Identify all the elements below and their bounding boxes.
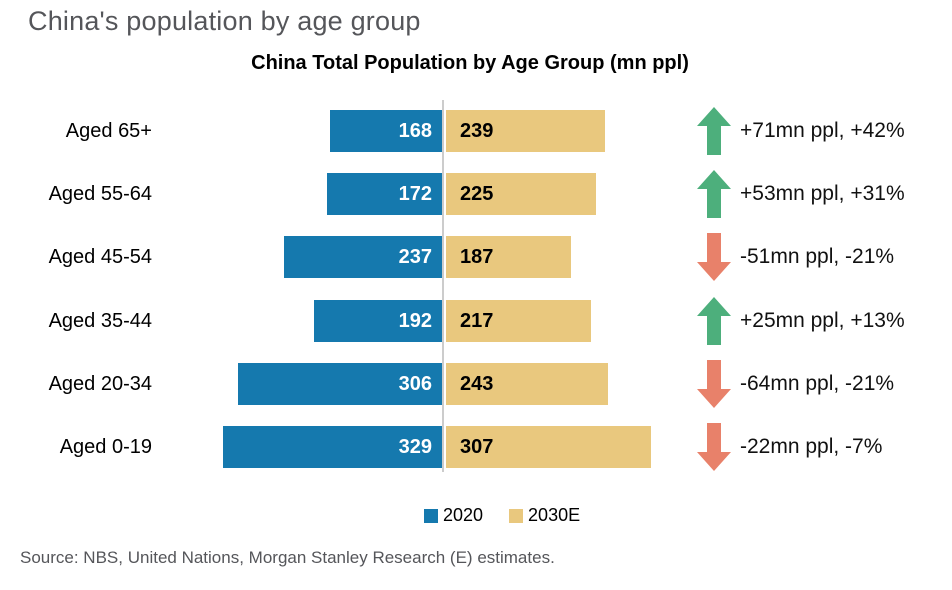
bar-2020: 192	[314, 300, 442, 342]
change-arrow-icon	[697, 170, 731, 218]
chart-row: Aged 45-54 237 187 -51mn ppl, -21%	[0, 233, 952, 281]
bar-2020: 172	[327, 173, 442, 215]
change-label: -64mn ppl, -21%	[740, 372, 895, 395]
category-label: Aged 65+	[65, 120, 152, 142]
legend-swatch-2030-icon	[509, 508, 524, 523]
chart-row: Aged 35-44 192 217 +25mn ppl, +13%	[0, 297, 952, 345]
change-arrow-icon	[697, 233, 731, 281]
source-note: Source: NBS, United Nations, Morgan Stan…	[20, 548, 555, 567]
bar-2020: 306	[238, 363, 442, 405]
chart-title: China Total Population by Age Group (mn …	[251, 52, 689, 74]
chart-row: Aged 65+ 168 239 +71mn ppl, +42%	[0, 107, 952, 155]
bar-2030: 217	[446, 300, 591, 342]
change-label: -22mn ppl, -7%	[740, 435, 883, 458]
change-label: +71mn ppl, +42%	[740, 119, 905, 142]
chart-row: Aged 20-34 306 243 -64mn ppl, -21%	[0, 360, 952, 408]
center-axis-line	[442, 100, 444, 472]
category-label: Aged 0-19	[59, 436, 152, 458]
change-arrow-icon	[697, 360, 731, 408]
bar-2030: 187	[446, 236, 571, 278]
bar-2030: 225	[446, 173, 596, 215]
bar-2030: 243	[446, 363, 608, 405]
category-label: Aged 20-34	[48, 373, 152, 395]
legend-label-2020: 2020	[443, 505, 484, 525]
bar-2020: 329	[223, 426, 442, 468]
legend-item-2020: 2020	[424, 505, 483, 526]
bar-2030: 239	[446, 110, 605, 152]
bar-2020: 237	[284, 236, 442, 278]
page-title: China's population by age group	[28, 6, 421, 36]
category-label: Aged 35-44	[48, 310, 152, 332]
change-arrow-icon	[697, 423, 731, 471]
legend-swatch-2020-icon	[424, 508, 438, 523]
change-label: +25mn ppl, +13%	[740, 309, 905, 332]
change-label: -51mn ppl, -21%	[740, 245, 895, 268]
change-label: +53mn ppl, +31%	[740, 182, 905, 205]
change-arrow-icon	[697, 107, 731, 155]
bar-2020: 168	[330, 110, 442, 152]
category-label: Aged 55-64	[48, 183, 152, 205]
legend-item-2030: 2030E	[509, 505, 580, 526]
chart-row: Aged 0-19 329 307 -22mn ppl, -7%	[0, 423, 952, 471]
legend: 2020 2030E	[424, 505, 580, 526]
legend-label-2030: 2030E	[528, 505, 581, 525]
category-label: Aged 45-54	[48, 246, 152, 268]
change-arrow-icon	[697, 297, 731, 345]
chart-row: Aged 55-64 172 225 +53mn ppl, +31%	[0, 170, 952, 218]
bar-2030: 307	[446, 426, 651, 468]
